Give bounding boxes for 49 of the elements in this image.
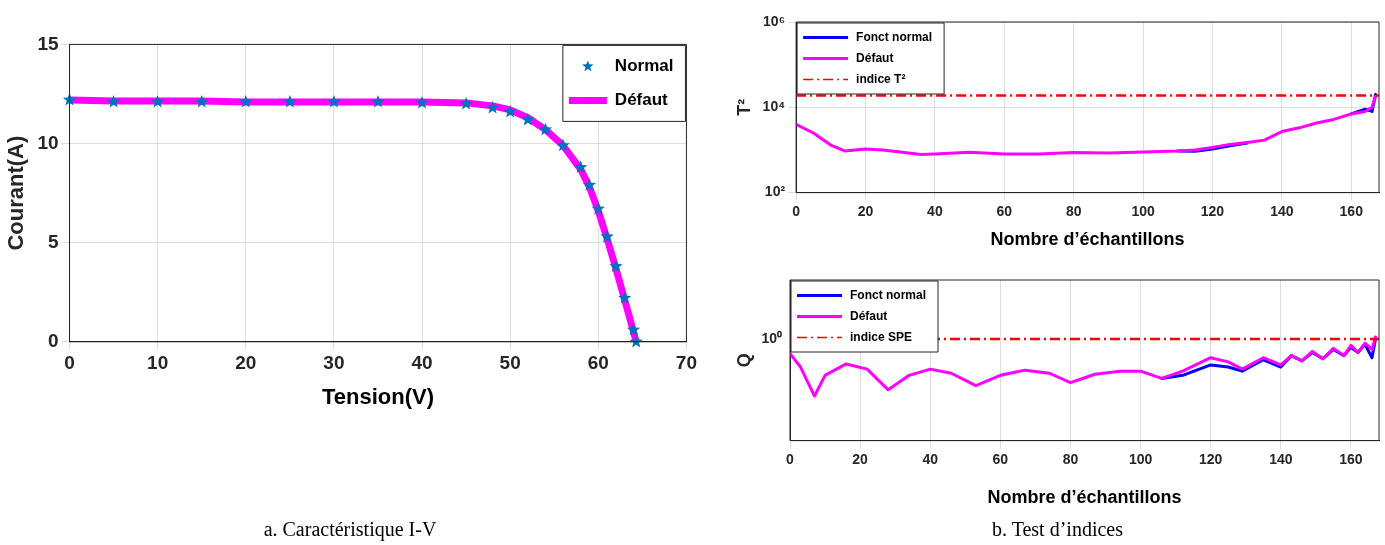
y-tick-label: 5 bbox=[47, 230, 59, 252]
y-axis-title: Q bbox=[733, 353, 754, 368]
text: a. Caractéristique I-V bbox=[262, 518, 438, 541]
x-tick-label: 30 bbox=[323, 352, 345, 374]
x-tick-label: 80 bbox=[1062, 450, 1079, 467]
y-tick-label: 15 bbox=[37, 32, 59, 54]
x-tick-label: 20 bbox=[235, 352, 257, 374]
text: b. Test d’indices bbox=[991, 518, 1124, 541]
legend-label: Défaut bbox=[614, 90, 669, 110]
legend-label: Fonct normal bbox=[856, 29, 933, 44]
x-tick-label: 0 bbox=[64, 352, 75, 374]
x-tick-label: 40 bbox=[922, 450, 939, 467]
x-tick-label: 20 bbox=[852, 450, 869, 467]
x-tick-label: 140 bbox=[1269, 450, 1293, 467]
legend-label: Défaut bbox=[850, 308, 888, 323]
y-tick-label: 10⁴ bbox=[762, 98, 786, 115]
x-tick-label: 100 bbox=[1128, 450, 1153, 467]
y-axis-title: T² bbox=[733, 98, 754, 116]
x-axis-title: Nombre d’échantillons bbox=[987, 487, 1182, 508]
y-tick-label: 10⁶ bbox=[763, 12, 786, 29]
x-tick-label: 40 bbox=[927, 202, 943, 219]
x-tick-label: 60 bbox=[996, 202, 1013, 219]
x-tick-label: 140 bbox=[1270, 202, 1294, 219]
x-tick-label: 120 bbox=[1199, 450, 1223, 467]
x-tick-label: 0 bbox=[792, 202, 801, 219]
x-tick-label: 40 bbox=[411, 352, 433, 374]
x-axis-title: Nombre d’échantillons bbox=[990, 229, 1185, 250]
legend-label: Fonct normal bbox=[850, 287, 927, 302]
x-tick-label: 160 bbox=[1339, 202, 1364, 219]
x-tick-label: 160 bbox=[1339, 450, 1363, 467]
legend-label: indice T² bbox=[856, 71, 906, 86]
y-tick-label: 10² bbox=[764, 183, 786, 200]
x-tick-label: 50 bbox=[499, 352, 521, 374]
x-tick-label: 20 bbox=[857, 202, 874, 219]
x-tick-label: 80 bbox=[1065, 202, 1082, 219]
x-tick-label: 120 bbox=[1200, 202, 1225, 219]
legend-label: Normal bbox=[614, 56, 674, 76]
legend-label: Défaut bbox=[856, 50, 894, 65]
x-tick-label: 60 bbox=[992, 450, 1009, 467]
y-tick-label: 0 bbox=[47, 330, 59, 352]
x-tick-label: 100 bbox=[1131, 202, 1155, 219]
ref-line-label: indice SPE bbox=[850, 329, 913, 344]
x-tick-label: 70 bbox=[675, 352, 697, 374]
x-axis-title: Tension(V) bbox=[321, 383, 434, 409]
x-tick-label: 10 bbox=[147, 352, 169, 374]
x-tick-label: 60 bbox=[587, 352, 609, 374]
text: 10⁰ bbox=[761, 329, 782, 346]
y-tick-label: 10 bbox=[37, 131, 59, 153]
y-axis-title: Courant(A) bbox=[3, 135, 29, 251]
